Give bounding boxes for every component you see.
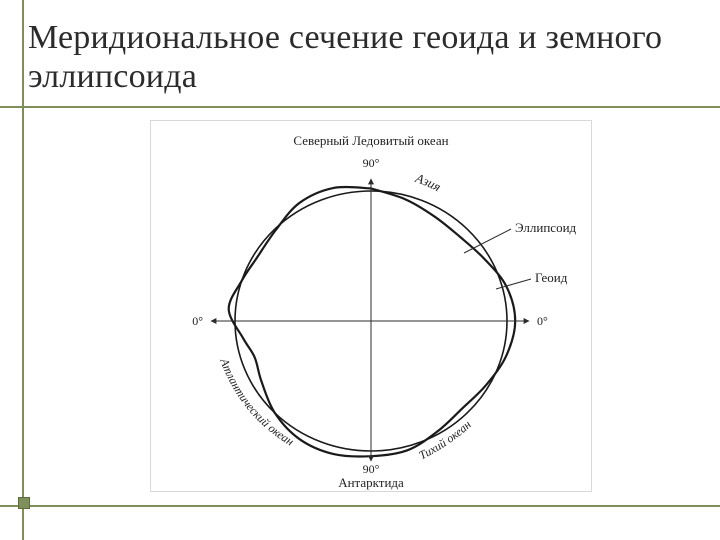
decor-rule-top — [0, 106, 720, 108]
label-90-top: 90° — [363, 156, 380, 170]
slide: Меридиональное сечение геоида и земного … — [0, 0, 720, 540]
label-0-right: 0° — [537, 314, 548, 328]
decor-bullet — [18, 497, 30, 509]
geoid-outline — [229, 187, 516, 457]
decor-rule-left — [22, 0, 24, 540]
label-90-bottom: 90° — [363, 462, 380, 476]
slide-title: Меридиональное сечение геоида и земного … — [28, 18, 692, 96]
diagram-svg: Северный Ледовитый океан90°90°Антарктида… — [151, 121, 591, 491]
label-antarctica: Антарктида — [338, 475, 404, 490]
diagram-figure: Северный Ледовитый океан90°90°Антарктида… — [150, 120, 592, 492]
label-ellipsoid: Эллипсоид — [515, 220, 577, 235]
label-p-asia: Азия — [413, 170, 444, 195]
label-p-atl: Атлантический океан — [217, 355, 296, 448]
decor-rule-bottom — [0, 505, 720, 507]
label-geoid: Геоид — [535, 270, 568, 285]
label-0-left: 0° — [192, 314, 203, 328]
label-arctic-ocean: Северный Ледовитый океан — [293, 133, 448, 148]
